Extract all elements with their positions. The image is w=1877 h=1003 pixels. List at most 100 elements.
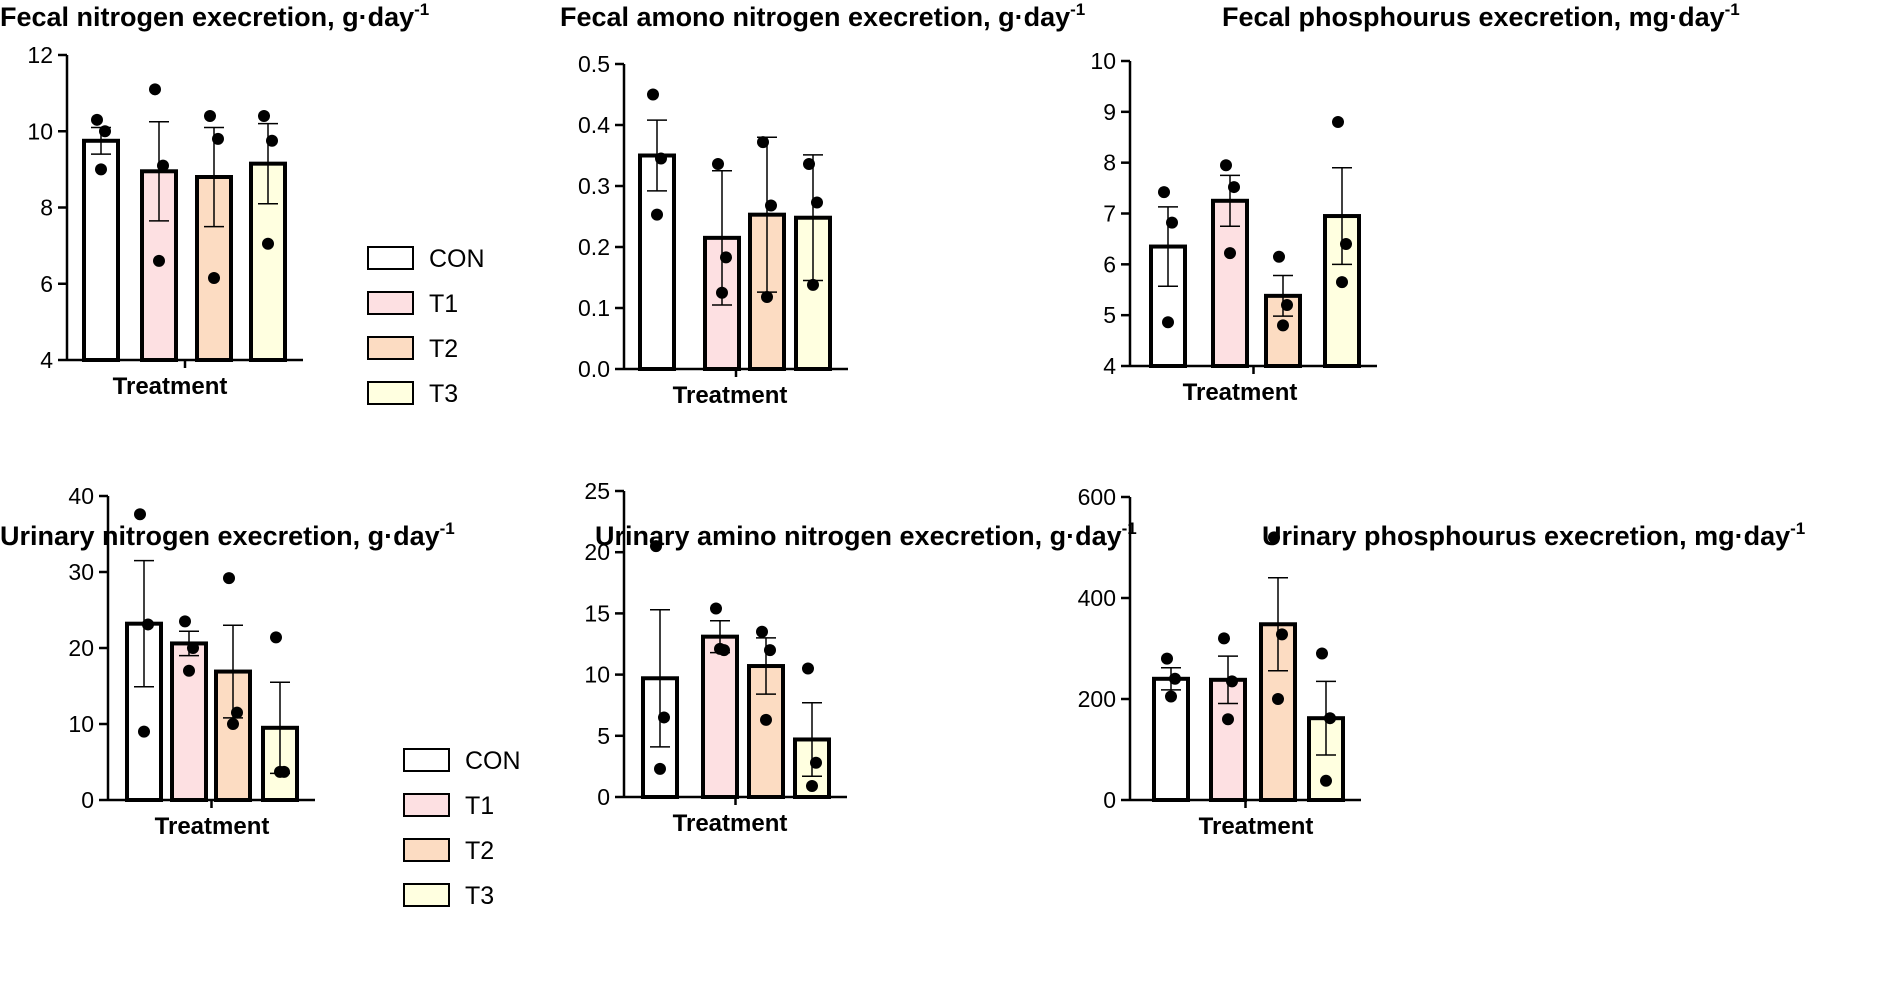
data-point — [810, 756, 822, 769]
data-point — [91, 113, 103, 126]
data-point — [1277, 319, 1289, 332]
data-point — [1162, 316, 1174, 329]
x-axis-label: Treatment — [155, 813, 270, 840]
legend-swatch-con — [367, 246, 414, 270]
data-point — [179, 615, 191, 628]
data-point — [204, 110, 216, 122]
data-point — [138, 725, 150, 738]
x-axis-label: Treatment — [673, 810, 788, 837]
y-tick-label: 7 — [1103, 201, 1116, 227]
data-point — [1228, 181, 1240, 194]
legend-swatch-t3 — [367, 381, 414, 405]
data-point — [811, 196, 823, 209]
y-tick-label: 25 — [584, 478, 610, 504]
legend-swatch-con — [403, 748, 450, 772]
data-point — [266, 134, 278, 147]
legend-label-t1: T1 — [465, 792, 494, 820]
data-point — [1336, 276, 1348, 289]
y-tick-label: 20 — [68, 635, 94, 661]
y-tick-label: 0.4 — [578, 112, 610, 138]
data-point — [258, 110, 270, 122]
data-point — [1320, 774, 1332, 787]
y-tick-label: 8 — [40, 195, 53, 221]
data-point — [655, 152, 667, 165]
y-tick-label: 0 — [1103, 787, 1116, 813]
y-tick-label: 10 — [68, 711, 94, 737]
data-point — [651, 208, 663, 221]
data-point — [765, 199, 777, 212]
data-point — [1332, 116, 1344, 128]
y-tick-label: 10 — [27, 118, 53, 144]
y-tick-label: 6 — [40, 271, 53, 297]
panel-title-sup: -1 — [1790, 519, 1805, 538]
data-point — [208, 272, 220, 285]
data-point — [650, 540, 662, 553]
panel-title-text: Urinary nitrogen execretion, g·day — [0, 521, 440, 551]
data-point — [1224, 247, 1236, 260]
data-point — [231, 706, 243, 719]
data-point — [1158, 186, 1170, 199]
legend-swatch-t2 — [367, 336, 414, 360]
y-tick-label: 0.5 — [578, 51, 610, 77]
data-point — [1222, 713, 1234, 726]
panel-title: Urinary nitrogen execretion, g·day-1 — [0, 519, 455, 551]
data-point — [1218, 632, 1230, 645]
data-point — [183, 664, 195, 677]
y-tick-label: 0.3 — [578, 173, 610, 199]
y-tick-label: 15 — [584, 600, 610, 626]
panel-title: Urinary amino nitrogen execretion, g·day… — [595, 519, 1137, 551]
panel-title: Fecal nitrogen execretion, g·day-1 — [0, 0, 429, 32]
legend-label-t2: T2 — [429, 335, 458, 363]
data-point — [1226, 675, 1238, 688]
y-tick-label: 400 — [1078, 585, 1116, 611]
legend-label-t2: T2 — [465, 837, 494, 865]
y-tick-label: 0.2 — [578, 234, 610, 260]
x-axis-label: Treatment — [673, 382, 788, 409]
data-point — [1281, 299, 1293, 311]
data-point — [262, 237, 274, 250]
data-point — [710, 602, 722, 615]
y-tick-label: 10 — [1090, 48, 1116, 74]
chart-panel-4: Urinary nitrogen execretion, g·day-1 0 10 2… — [0, 483, 455, 840]
data-point — [1276, 628, 1288, 641]
data-point — [1324, 712, 1336, 725]
y-tick-label: 10 — [584, 662, 610, 688]
bar-t1 — [1211, 198, 1249, 368]
panel-title-sup: -1 — [1070, 0, 1085, 19]
bar-t2 — [195, 175, 233, 362]
bar-t2 — [214, 669, 252, 802]
data-point — [227, 718, 239, 730]
y-tick-label: 0 — [597, 784, 610, 810]
data-point — [1272, 693, 1284, 705]
data-point — [142, 618, 154, 631]
data-point — [1340, 238, 1352, 250]
panel-title: Fecal phosphourus execretion, mg·day-1 — [1222, 0, 1740, 32]
data-point — [712, 158, 724, 171]
x-axis-label: Treatment — [113, 373, 228, 400]
data-point — [654, 762, 666, 775]
data-point — [1165, 690, 1177, 703]
panel-title: Urinary phosphourus execretion, mg·day-1 — [1262, 519, 1805, 551]
data-point — [716, 286, 728, 299]
legend-swatch-t1 — [367, 291, 414, 315]
data-point — [149, 83, 161, 96]
y-tick-label: 30 — [68, 559, 94, 585]
x-axis-label: Treatment — [1183, 379, 1298, 406]
y-tick-label: 600 — [1078, 484, 1116, 510]
y-tick-label: 8 — [1103, 150, 1116, 176]
y-tick-label: 5 — [1103, 302, 1116, 328]
legend-label-con: CON — [465, 747, 521, 775]
y-tick-label: 4 — [40, 347, 53, 373]
data-point — [764, 644, 776, 657]
y-tick-label: 6 — [1103, 251, 1116, 277]
bar-t1 — [701, 634, 739, 799]
data-point — [274, 765, 286, 778]
chart-panel-1: Fecal nitrogen execretion, g·day-1 4 6 8 10 1… — [0, 0, 429, 400]
panel-title-text: Fecal phosphourus execretion, mg·day — [1222, 2, 1725, 32]
legend-label-con: CON — [429, 245, 485, 273]
y-tick-label: 0 — [81, 787, 94, 813]
y-tick-label: 4 — [1103, 353, 1116, 379]
legend-label-t3: T3 — [429, 380, 458, 408]
data-point — [807, 278, 819, 291]
panel-title-text: Fecal nitrogen execretion, g·day — [0, 2, 414, 32]
